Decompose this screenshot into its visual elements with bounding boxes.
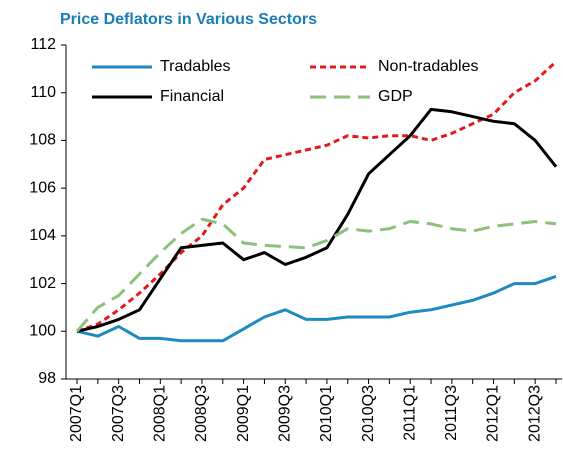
series-line	[76, 60, 558, 333]
y-tick-label: 98	[38, 370, 56, 387]
x-tick-label: 2011Q1	[401, 385, 418, 441]
series-line	[76, 274, 557, 343]
x-tick-label: 2010Q3	[360, 385, 377, 442]
series-line	[76, 107, 558, 333]
y-tick-label: 112	[30, 36, 56, 53]
x-tick-label: 2008Q3	[193, 385, 210, 442]
x-tick-label: 2012Q3	[526, 385, 543, 442]
series-line	[75, 217, 557, 333]
y-tick-label: 110	[30, 84, 56, 101]
x-tick-label: 2011Q3	[443, 385, 460, 441]
x-tick-label: 2009Q3	[276, 385, 293, 442]
y-tick-label: 108	[29, 132, 56, 149]
chart-title: Price Deflators in Various Sectors	[60, 11, 317, 28]
legend-label: Financial	[160, 88, 224, 105]
y-tick-label: 106	[29, 179, 56, 196]
x-tick-label: 2007Q3	[110, 385, 127, 442]
legend-label: Non-tradables	[378, 58, 479, 75]
x-tick-label: 2007Q1	[68, 385, 85, 442]
y-tick-label: 104	[29, 227, 56, 244]
x-tick-label: 2008Q1	[152, 385, 169, 442]
x-tick-label: 2010Q1	[318, 385, 335, 442]
legend-label: Tradables	[160, 58, 231, 75]
legend-label: GDP	[378, 88, 413, 105]
x-tick-label: 2012Q1	[485, 385, 502, 442]
y-tick-label: 100	[29, 323, 56, 340]
y-tick-label: 102	[29, 275, 56, 292]
x-tick-label: 2009Q1	[235, 385, 252, 442]
